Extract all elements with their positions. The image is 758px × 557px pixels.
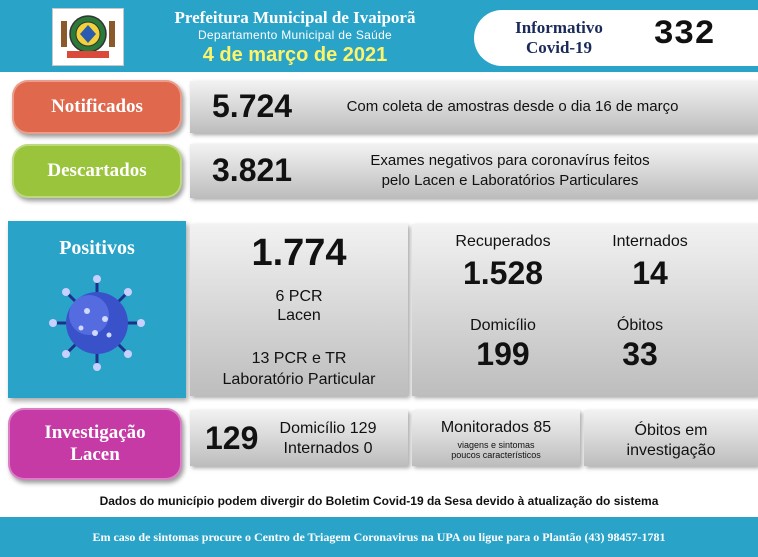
descartados-description-line1: Exames negativos para coronavírus feitos (370, 152, 650, 169)
department-subtitle: Departamento Municipal de Saúde (197, 28, 393, 42)
positivos-value: 1.774 (251, 232, 347, 274)
recuperados-value: 1.528 (462, 255, 544, 291)
coronavirus-icon (49, 275, 145, 371)
bulletin-number: 332 (653, 16, 715, 54)
investigacao-label: Investigação Lacen (8, 408, 182, 480)
monitorados-note-line2: poucos característicos (451, 450, 541, 460)
disclaimer-note: Dados do município podem divergir do Bol… (99, 494, 659, 508)
positivos-lab-line1: 13 PCR e TR (251, 350, 347, 367)
investigacao-label-line1: Investigação (44, 422, 146, 443)
investigacao-internados: Internados 0 (283, 440, 373, 457)
footer-bar: Em caso de sintomas procure o Centro de … (0, 517, 758, 557)
descartados-value: 3.821 (212, 152, 293, 188)
notificados-value: 5.724 (212, 88, 293, 124)
notificados-label: Notificados (12, 80, 182, 134)
header-bar: Prefeitura Municipal de Ivaiporã Departa… (0, 0, 758, 72)
obitos-investigacao-panel (584, 410, 758, 466)
notificados-description: Com coleta de amostras desde o dia 16 de… (346, 98, 679, 115)
prefeitura-title: Prefeitura Municipal de Ivaiporã (174, 8, 416, 27)
obitos-label: Óbitos (616, 317, 664, 334)
footer-contact-text: Em caso de sintomas procure o Centro de … (92, 530, 666, 544)
positivos-label: Positivos (59, 237, 135, 259)
descartados-label-text: Descartados (47, 160, 147, 181)
info-badge: Informativo Covid-19 332 (474, 10, 758, 66)
stats-panel (412, 224, 758, 396)
monitorados-value: Monitorados 85 (440, 419, 552, 436)
monitorados-panel (412, 410, 580, 466)
internados-label: Internados (612, 233, 688, 250)
positivos-lacen-line1: 6 PCR (275, 288, 323, 305)
municipal-coat-of-arms-logo (52, 8, 124, 66)
positivos-lacen-line2: Lacen (277, 307, 321, 324)
bulletin-date: 4 de março de 2021 (202, 44, 388, 66)
investigacao-domicilio: Domicílio 129 (279, 420, 377, 437)
positivos-lab-line2: Laboratório Particular (222, 371, 376, 388)
obitos-investigacao-line1: Óbitos em (634, 422, 708, 439)
investigacao-value: 129 (205, 420, 259, 456)
internados-value: 14 (632, 255, 668, 291)
descartados-label: Descartados (12, 144, 182, 198)
notificados-panel (190, 81, 758, 133)
monitorados-note-line1: viagens e sintomas (457, 440, 535, 450)
descartados-description-line2: pelo Lacen e Laboratórios Particulares (381, 172, 639, 189)
positivos-detail-panel (190, 224, 408, 396)
investigacao-count-panel (190, 410, 408, 466)
descartados-panel (190, 144, 758, 198)
domicilio-value: 199 (476, 336, 530, 372)
investigacao-label-line2: Lacen (70, 444, 120, 465)
domicilio-label: Domicílio (470, 317, 536, 334)
positivos-panel: Positivos (8, 221, 186, 398)
notificados-label-text: Notificados (51, 96, 143, 117)
obitos-investigacao-line2: investigação (626, 442, 716, 459)
recuperados-label: Recuperados (455, 233, 551, 250)
obitos-value: 33 (622, 336, 658, 372)
info-title: Informativo Covid-19 (515, 18, 603, 57)
